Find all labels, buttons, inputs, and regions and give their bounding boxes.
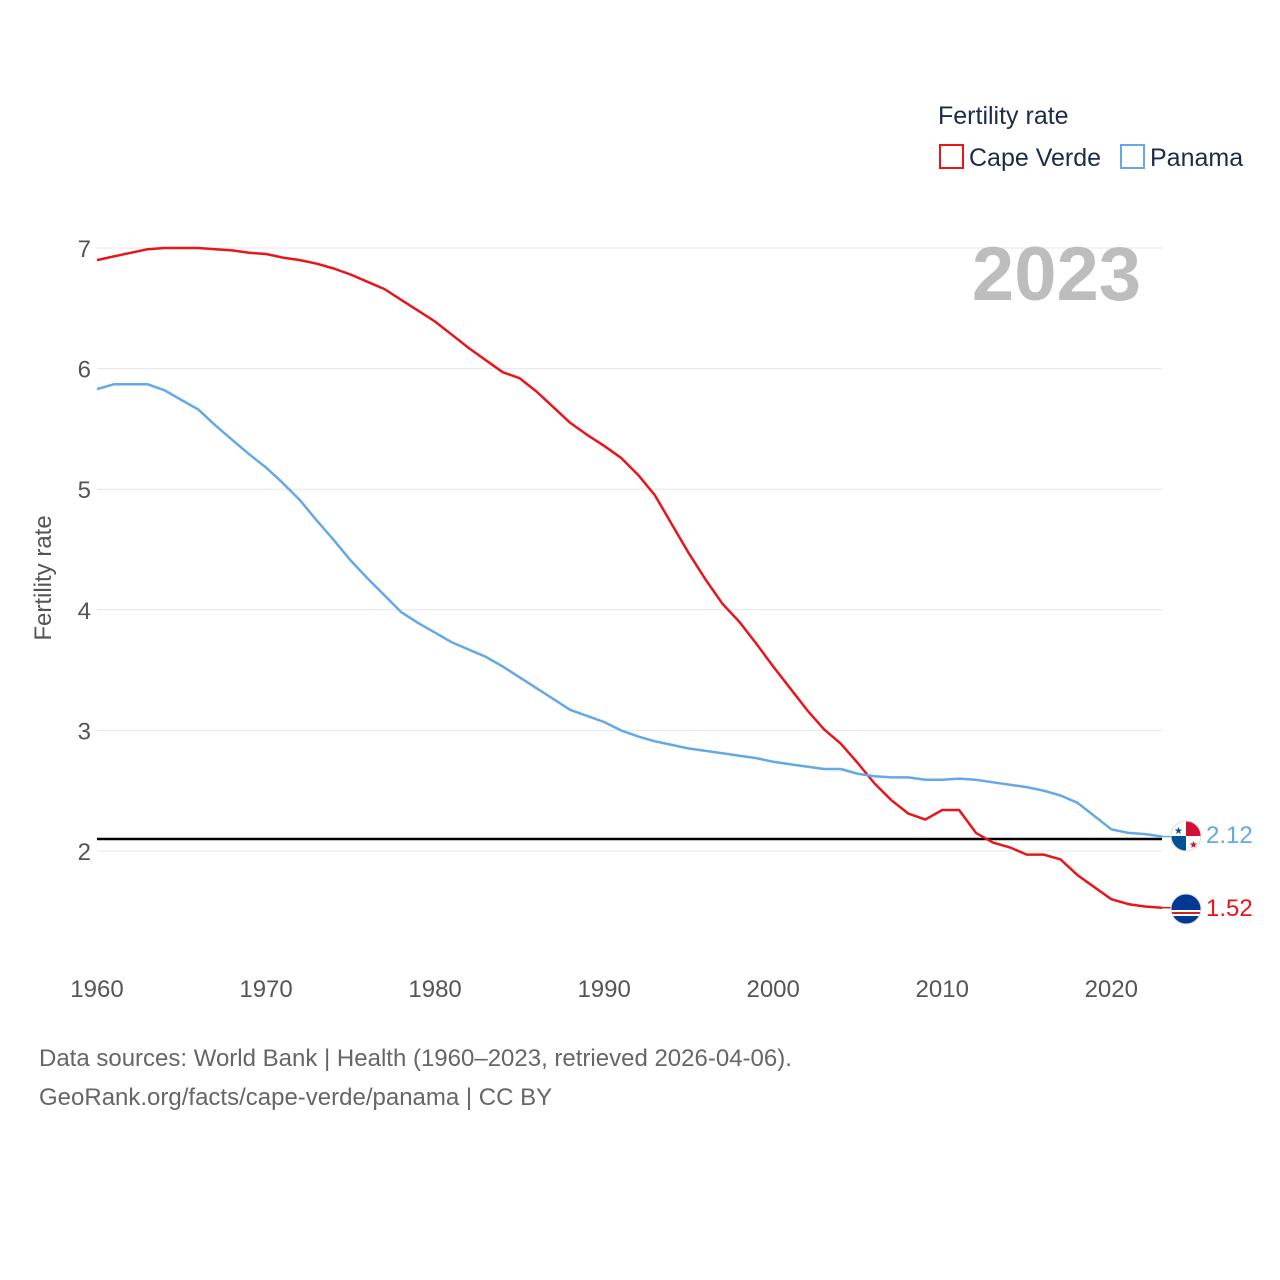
- x-axis-ticks: 1960 1970 1980 1990 2000 2010 2020: [70, 976, 1138, 1003]
- legend-swatch-cape-verde[interactable]: [939, 144, 964, 169]
- y-axis-ticks: 2 3 4 5 6 7: [78, 236, 91, 866]
- x-tick-label: 1990: [577, 976, 630, 1003]
- footer-sources: Data sources: World Bank | Health (1960–…: [39, 1045, 792, 1072]
- x-tick-label: 2010: [916, 976, 969, 1003]
- x-tick-label: 2020: [1085, 976, 1138, 1003]
- series-line-cape-verde[interactable]: [96, 246, 1163, 909]
- x-tick-label: 2000: [746, 976, 799, 1003]
- y-tick-label: 5: [78, 477, 91, 504]
- year-display: 2023: [972, 232, 1141, 317]
- cape-verde-flag-icon: [1171, 894, 1201, 924]
- y-tick-label: 3: [78, 718, 91, 745]
- legend-label-panama[interactable]: Panama: [1150, 144, 1243, 172]
- x-tick-label: 1960: [70, 976, 123, 1003]
- y-axis-label: Fertility rate: [30, 515, 57, 640]
- y-tick-label: 7: [78, 236, 91, 263]
- x-tick-label: 1970: [239, 976, 292, 1003]
- y-tick-label: 6: [78, 357, 91, 384]
- y-tick-label: 4: [78, 598, 91, 625]
- end-value-panama: 2.12: [1206, 822, 1253, 849]
- x-tick-label: 1980: [408, 976, 461, 1003]
- series-lines: [96, 246, 1171, 909]
- svg-text:★: ★: [1174, 826, 1183, 837]
- legend: Fertility rate Cape Verde Panama: [938, 102, 1243, 172]
- gridlines: [97, 247, 1162, 852]
- svg-text:★: ★: [1189, 840, 1198, 851]
- legend-label-cape-verde[interactable]: Cape Verde: [969, 144, 1101, 172]
- end-value-cape-verde: 1.52: [1206, 895, 1253, 922]
- legend-title: Fertility rate: [938, 102, 1069, 130]
- y-tick-label: 2: [78, 839, 91, 866]
- series-line-panama[interactable]: [96, 383, 1163, 838]
- legend-swatch-panama[interactable]: [1120, 144, 1145, 169]
- footer-url[interactable]: GeoRank.org/facts/cape-verde/panama | CC…: [39, 1084, 553, 1111]
- panama-flag-icon: ★ ★: [1171, 821, 1201, 851]
